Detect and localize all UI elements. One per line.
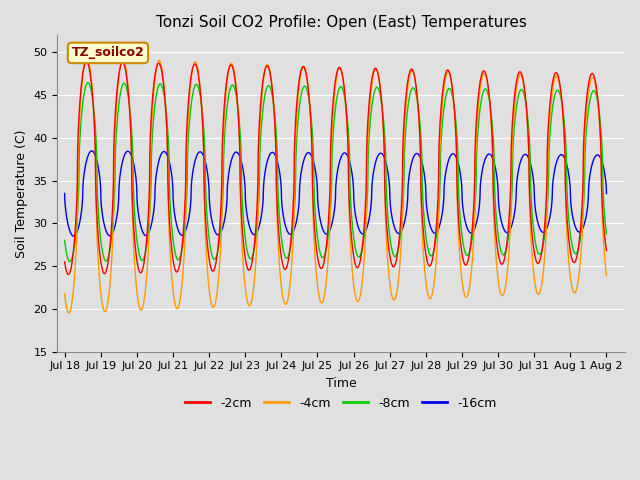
X-axis label: Time: Time xyxy=(326,377,356,390)
Text: TZ_soilco2: TZ_soilco2 xyxy=(72,47,145,60)
Legend: -2cm, -4cm, -8cm, -16cm: -2cm, -4cm, -8cm, -16cm xyxy=(180,392,502,415)
Title: Tonzi Soil CO2 Profile: Open (East) Temperatures: Tonzi Soil CO2 Profile: Open (East) Temp… xyxy=(156,15,527,30)
Y-axis label: Soil Temperature (C): Soil Temperature (C) xyxy=(15,129,28,258)
